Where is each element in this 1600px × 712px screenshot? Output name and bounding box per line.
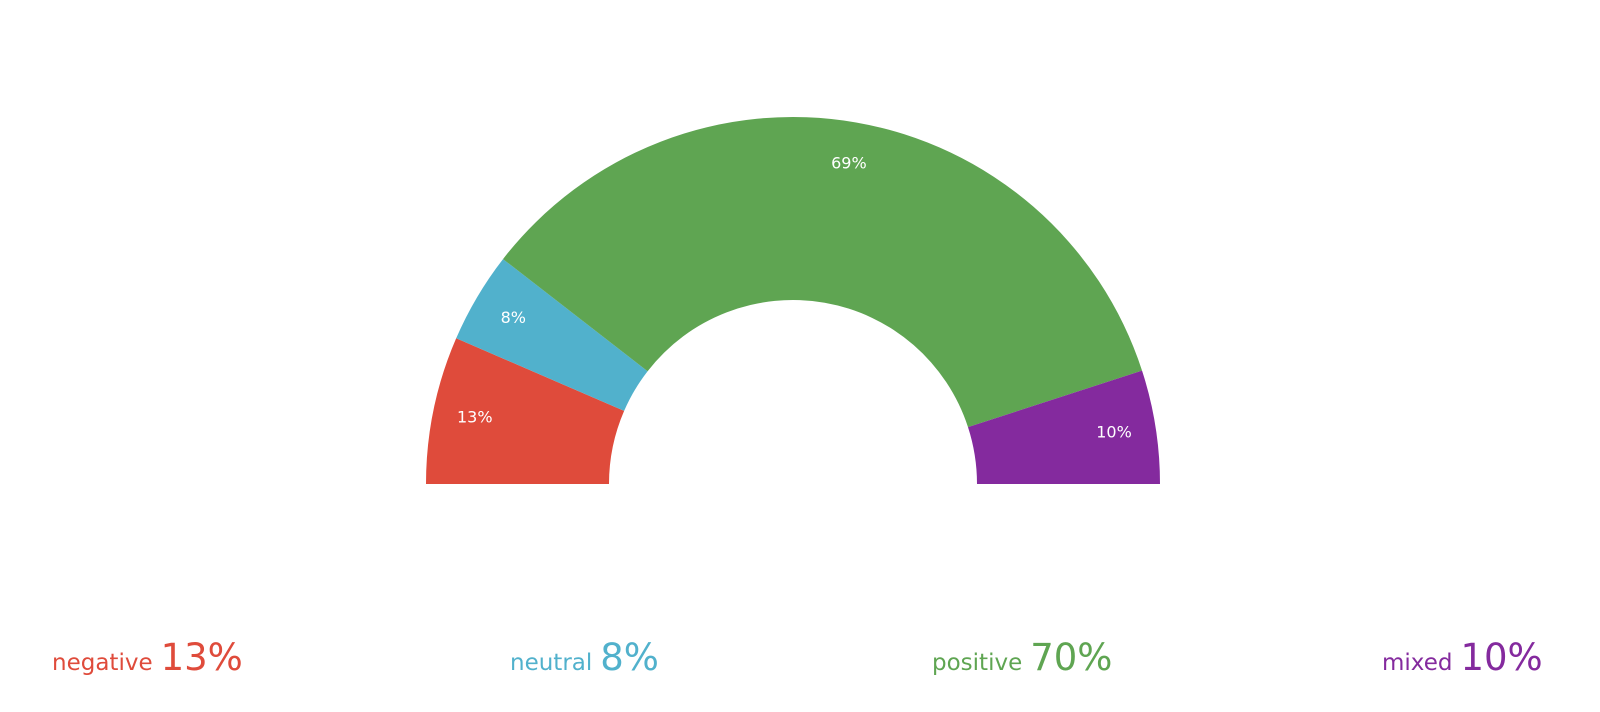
legend-value-negative: 13% [160, 636, 243, 679]
legend-name-positive: positive [932, 650, 1023, 676]
legend-name-neutral: neutral [510, 650, 593, 676]
legend: negative 13% neutral 8% positive 70% mixed 1… [0, 636, 1600, 696]
legend-item-negative: negative 13% [52, 636, 243, 679]
slice-label-positive: 69% [831, 153, 867, 172]
slices-group [426, 117, 1160, 484]
slice-mixed [967, 370, 1160, 484]
legend-name-negative: negative [52, 650, 153, 676]
slice-labels-group: 13% 8% 69% 10% [457, 153, 1132, 441]
legend-value-neutral: 8% [600, 636, 659, 679]
slice-negative [426, 338, 625, 484]
legend-name-mixed: mixed [1382, 650, 1453, 676]
legend-value-mixed: 10% [1460, 636, 1543, 679]
legend-item-positive: positive 70% [932, 636, 1112, 679]
legend-item-mixed: mixed 10% [1382, 636, 1543, 679]
slice-label-mixed: 10% [1096, 423, 1132, 442]
slice-positive [503, 117, 1143, 428]
slice-neutral [456, 259, 648, 411]
half-donut-chart: 13% 8% 69% 10% [426, 117, 1160, 484]
slice-label-negative: 13% [457, 408, 493, 427]
slice-label-neutral: 8% [501, 308, 526, 327]
legend-value-positive: 70% [1030, 636, 1113, 679]
legend-item-neutral: neutral 8% [510, 636, 659, 679]
